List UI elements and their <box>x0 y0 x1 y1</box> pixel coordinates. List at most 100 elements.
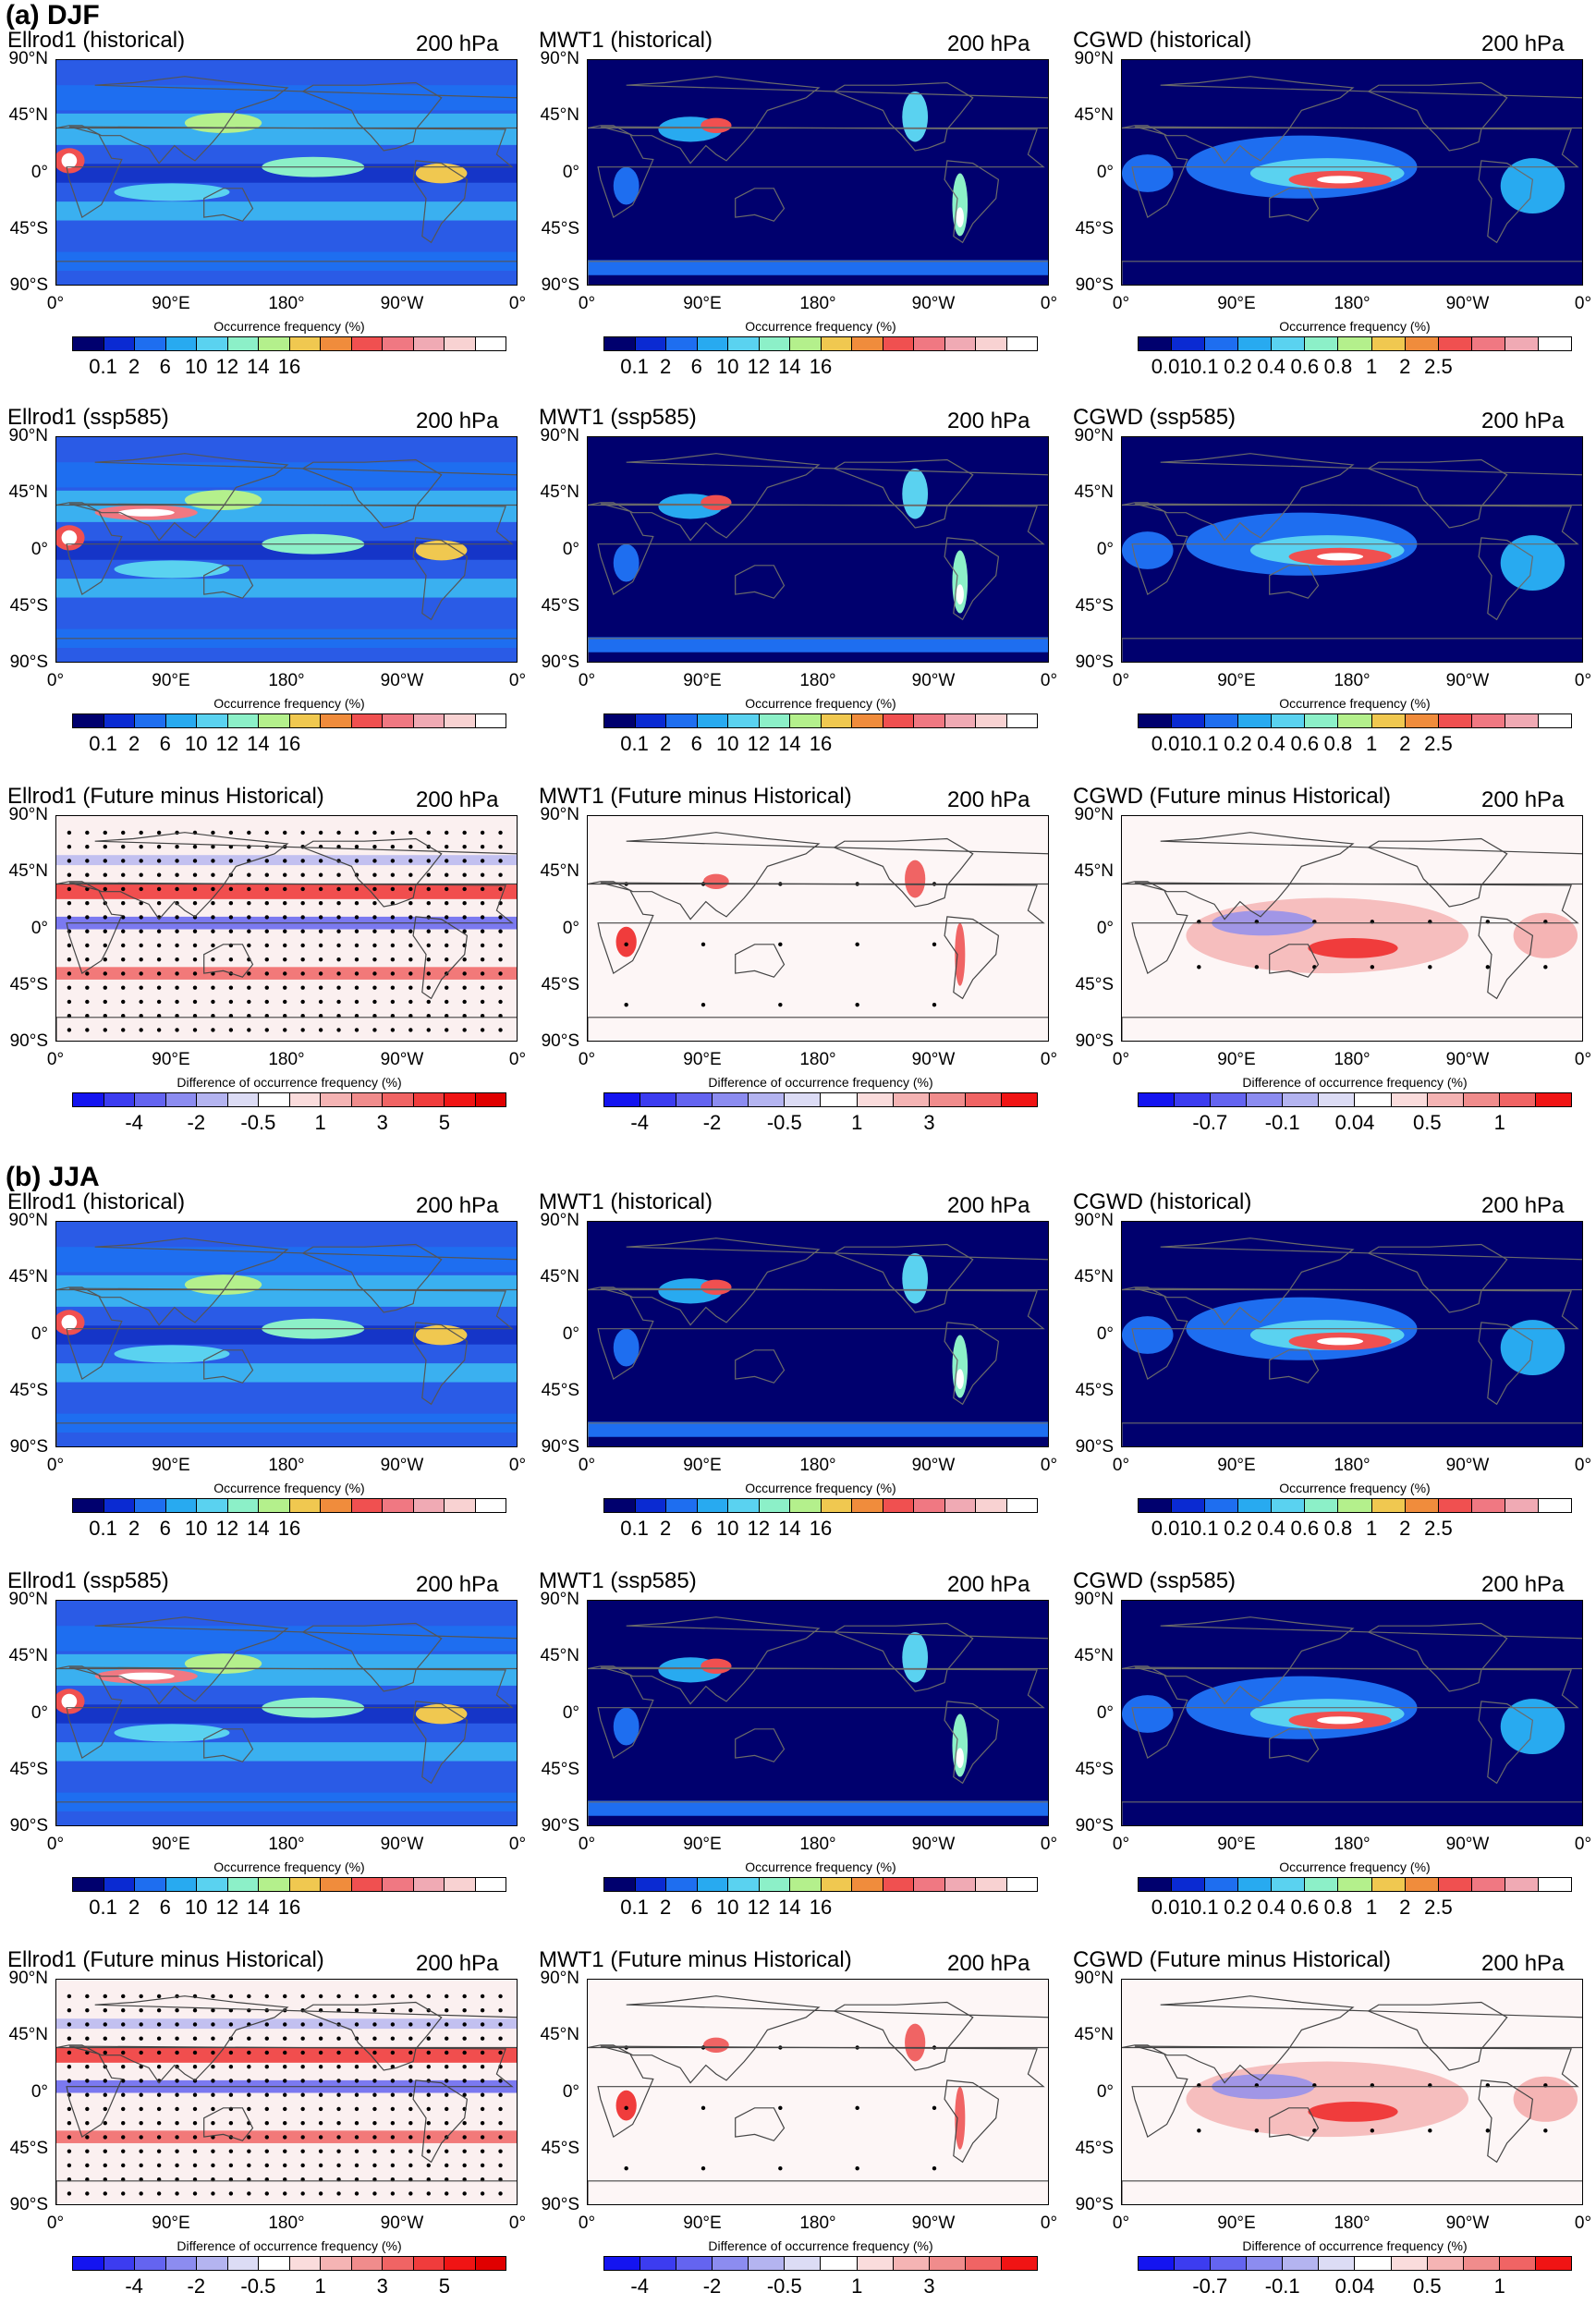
colorbar-title: Difference of occurrence frequency (%) <box>177 1075 402 1090</box>
significance-dot <box>264 900 269 906</box>
significance-dot <box>408 2135 413 2140</box>
colorbar-swatch <box>914 337 945 350</box>
colorbar-swatch <box>383 714 414 727</box>
colorbar-swatch <box>1538 714 1572 727</box>
colorbar-swatch <box>1006 714 1037 727</box>
amazon-max <box>415 1703 468 1725</box>
colorbar-swatch <box>383 337 414 350</box>
coastline <box>203 2107 254 2141</box>
andes-increase <box>955 922 966 986</box>
significance-dot <box>408 985 413 990</box>
significance-dot <box>445 929 449 933</box>
significance-dot <box>318 900 323 906</box>
colorbar-swatch <box>1471 1878 1505 1891</box>
colorbar-swatch <box>893 2257 930 2270</box>
significance-dot <box>247 872 251 877</box>
colorbar-title: Occurrence frequency (%) <box>1279 696 1431 711</box>
map-svg <box>56 1980 517 2204</box>
lon-tick-label: 180° <box>268 1456 305 1475</box>
significance-dot <box>372 943 377 948</box>
panel-title: MWT1 (ssp585) <box>539 405 697 430</box>
significance-dot <box>426 1994 431 1999</box>
significance-dot <box>85 2163 90 2168</box>
significance-dot <box>67 900 72 906</box>
chart-panel: MWT1 (Future minus Historical) 200 hPa 90°… <box>531 784 1057 1153</box>
colorbar-swatch <box>697 1499 728 1512</box>
significance-dot <box>318 957 323 962</box>
colorbar-swatch <box>1205 1499 1239 1512</box>
significance-dot <box>336 985 341 990</box>
lon-tick-label: 90°W <box>380 2213 424 2233</box>
coastline <box>1269 944 1320 978</box>
coastline <box>1122 1422 1582 1446</box>
colorbar-swatch <box>351 714 383 727</box>
significance-dot <box>67 2008 72 2013</box>
significance-dot <box>480 2092 485 2097</box>
rockies-increase <box>905 2023 926 2062</box>
significance-dot <box>498 845 503 849</box>
significance-dot <box>228 2079 234 2083</box>
significance-dot <box>336 2036 341 2041</box>
rockies-max <box>902 1632 929 1683</box>
pressure-level-label: 200 hPa <box>416 1951 499 1976</box>
significance-dot <box>480 2008 485 2013</box>
colorbar-swatch <box>713 2257 749 2270</box>
colorbar-tick-label: -0.1 <box>1264 1111 1300 1134</box>
lon-tick-label: 0° <box>578 1835 596 1854</box>
indian-ocean-max <box>114 1345 230 1363</box>
coastline <box>833 81 974 152</box>
colorbar-tick-label: 14 <box>778 1896 801 1919</box>
significance-dot <box>426 2092 431 2097</box>
colorbar-tick-label: 0.1 <box>89 1517 117 1540</box>
colorbar-tick-label: 16 <box>277 1517 301 1540</box>
significance-dot <box>408 2008 413 2013</box>
colorbar-tick-label: 12 <box>747 1896 771 1919</box>
significance-dot <box>247 943 251 948</box>
field-background <box>588 437 1048 662</box>
colorbar-swatch <box>1272 1878 1306 1891</box>
colorbar-swatch <box>821 2257 858 2270</box>
significance-dot <box>103 2163 107 2168</box>
antarctic-band <box>588 1800 1048 1816</box>
significance-dot <box>121 2079 126 2083</box>
lon-tick-label: 0° <box>46 1050 65 1069</box>
significance-dot <box>192 957 198 962</box>
lon-tick-label: 0° <box>1574 294 1592 313</box>
colorbar-swatch <box>1338 1499 1372 1512</box>
coastline <box>56 1017 517 1041</box>
significance-dot <box>354 2079 359 2083</box>
significance-dot <box>300 943 305 948</box>
colorbar-swatch <box>1172 1878 1206 1891</box>
lon-tick-label: 0° <box>508 294 527 313</box>
significance-dot <box>175 999 179 1005</box>
colorbar-tick-label: 2 <box>659 1517 672 1540</box>
significance-dot <box>426 2036 431 2041</box>
significance-dot <box>121 859 126 863</box>
significance-dot <box>336 2050 341 2055</box>
significance-dot <box>336 2064 341 2069</box>
significance-dot <box>390 900 396 906</box>
chart-panel: CGWD (historical) 200 hPa 90°N 45°N 0° 45°S 90… <box>1066 28 1591 397</box>
significance-dot <box>85 2092 90 2097</box>
significance-dot <box>1254 2128 1260 2133</box>
coastline <box>203 565 254 599</box>
significance-dot <box>336 2079 341 2083</box>
coastline <box>735 188 786 222</box>
significance-dot <box>408 900 413 906</box>
significance-dot <box>354 957 359 962</box>
significance-dot <box>336 1028 341 1032</box>
colorbar-swatch <box>1205 714 1239 727</box>
map-svg <box>56 437 517 662</box>
significance-dot <box>175 2022 179 2027</box>
map-plot <box>55 1979 518 2205</box>
colorbar-tick-label: 1 <box>1365 732 1378 755</box>
significance-dot <box>445 2036 449 2041</box>
significance-dot <box>67 886 72 892</box>
positive-band-nh <box>56 884 517 899</box>
colorbar-swatch <box>1139 714 1173 727</box>
significance-dot <box>336 2008 341 2013</box>
colorbar-swatch <box>790 1499 822 1512</box>
significance-dot <box>372 1994 377 1999</box>
coastline <box>412 160 469 244</box>
map-plot <box>55 436 518 663</box>
